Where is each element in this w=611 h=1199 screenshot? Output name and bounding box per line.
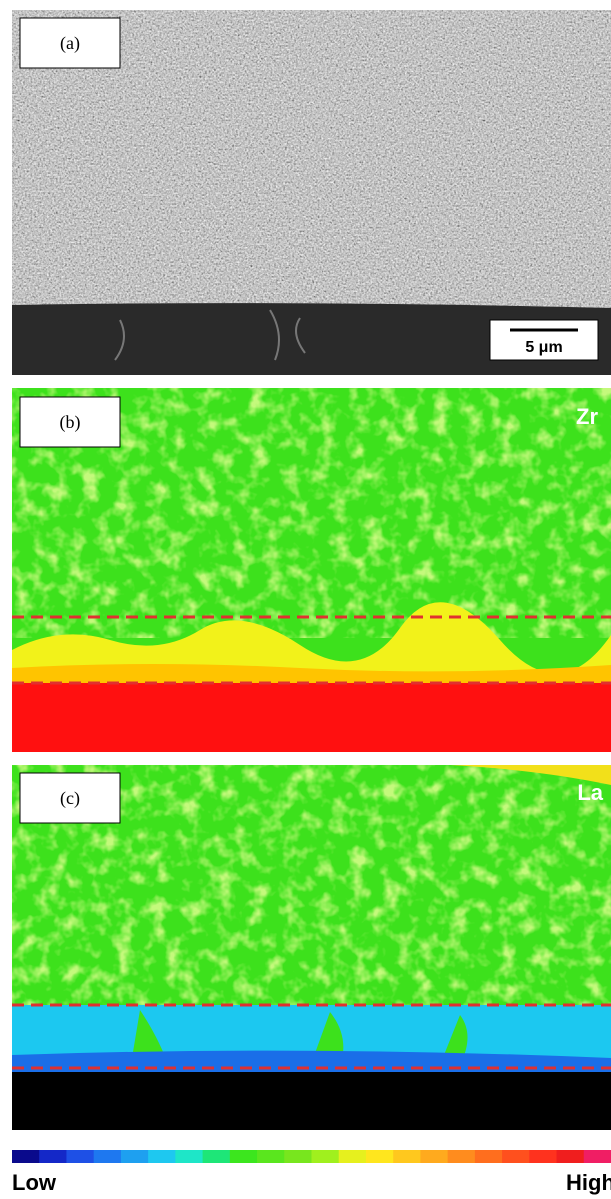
colorbar-segment bbox=[94, 1150, 122, 1163]
element-label: Zr bbox=[576, 404, 598, 429]
colorbar-low: Low bbox=[12, 1170, 57, 1195]
colorbar-segment bbox=[502, 1150, 530, 1163]
panel-label: (b) bbox=[60, 412, 81, 433]
figure: (a) 5 μm (b) Zr (c) La Low High bbox=[0, 0, 611, 1199]
colorbar-segment bbox=[312, 1150, 340, 1163]
colorbar-segment bbox=[557, 1150, 585, 1163]
panel-label: (a) bbox=[60, 33, 80, 54]
panel-label: (c) bbox=[60, 788, 80, 809]
colorbar-segment bbox=[148, 1150, 176, 1163]
colorbar-segment bbox=[393, 1150, 421, 1163]
colorbar-segment bbox=[420, 1150, 448, 1163]
colorbar-segment bbox=[284, 1150, 312, 1163]
colorbar bbox=[12, 1150, 611, 1163]
colorbar-segment bbox=[529, 1150, 557, 1163]
colorbar-segment bbox=[584, 1150, 611, 1163]
colorbar-segment bbox=[257, 1150, 285, 1163]
colorbar-segment bbox=[230, 1150, 258, 1163]
colorbar-segment bbox=[203, 1150, 231, 1163]
colorbar-segment bbox=[175, 1150, 203, 1163]
colorbar-segment bbox=[339, 1150, 367, 1163]
colorbar-segment bbox=[475, 1150, 503, 1163]
colorbar-segment bbox=[12, 1150, 40, 1163]
colorbar-segment bbox=[366, 1150, 394, 1163]
colorbar-segment bbox=[66, 1150, 94, 1163]
colorbar-segment bbox=[39, 1150, 67, 1163]
colorbar-segment bbox=[448, 1150, 476, 1163]
element-label: La bbox=[577, 780, 603, 805]
colorbar-segment bbox=[121, 1150, 149, 1163]
scale-label: 5 μm bbox=[525, 339, 562, 356]
colorbar-high: High bbox=[566, 1170, 611, 1195]
